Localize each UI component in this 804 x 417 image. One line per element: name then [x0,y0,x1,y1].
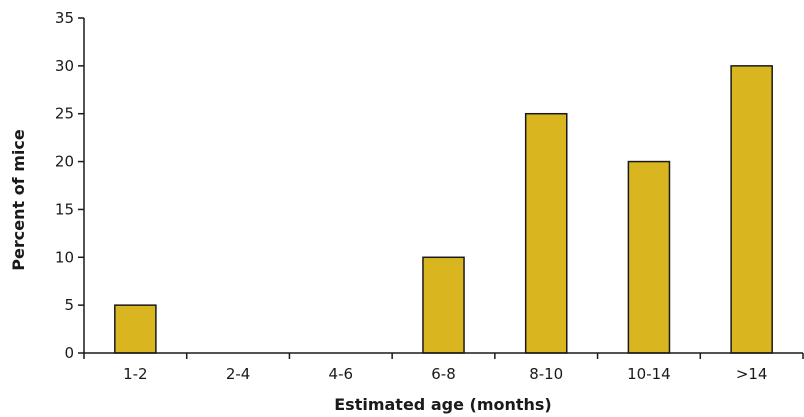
x-axis-title: Estimated age (months) [334,395,552,414]
bar-8-10 [524,112,568,354]
x-tick-label: 6-8 [431,365,456,383]
x-tick-label: 10-14 [627,365,671,383]
x-tick-label: 2-4 [226,365,251,383]
x-tick-label: 4-6 [329,365,354,383]
bar-6-8 [422,256,465,354]
bar-1-2 [114,304,157,354]
y-tick-label: 25 [55,105,74,123]
y-axis-title: Percent of mice [9,129,28,271]
y-tick-label: 0 [64,344,74,362]
y-tick-label: 30 [55,57,74,75]
x-tick-label: 1-2 [123,365,148,383]
y-tick-label: 10 [55,248,74,266]
y-tick-label: 15 [55,200,74,218]
bar-10-14 [627,160,671,354]
y-axis: 0 5 10 15 20 25 30 35 [55,9,85,362]
x-axis: 1-2 2-4 4-6 6-8 8-10 10-14 >14 [83,352,804,383]
x-tick-label: 8-10 [529,365,563,383]
x-tick-label: >14 [736,365,768,383]
bar->14 [730,65,773,354]
y-tick-label: 35 [55,9,74,27]
bars-group [114,65,773,354]
y-tick-label: 20 [55,153,74,171]
y-tick-label: 5 [64,296,74,314]
